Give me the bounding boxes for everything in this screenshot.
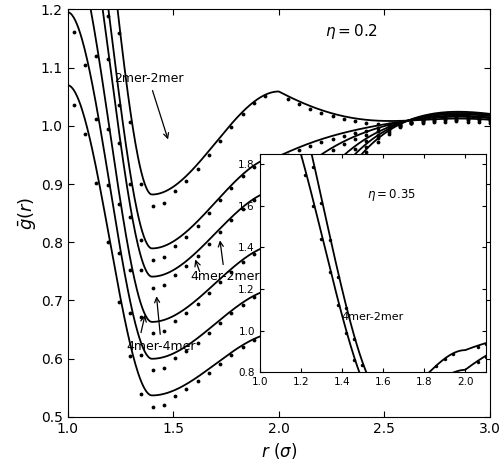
Text: 4mer-2mer: 4mer-2mer <box>190 242 260 283</box>
Y-axis label: $\bar{g}(r)$: $\bar{g}(r)$ <box>16 196 38 230</box>
Text: 2mer-2mer: 2mer-2mer <box>114 72 184 138</box>
Text: 4mer-4mer: 4mer-4mer <box>126 298 196 353</box>
Text: $\eta = 0.2$: $\eta = 0.2$ <box>325 22 378 41</box>
X-axis label: $r\ (\sigma)$: $r\ (\sigma)$ <box>260 441 297 461</box>
